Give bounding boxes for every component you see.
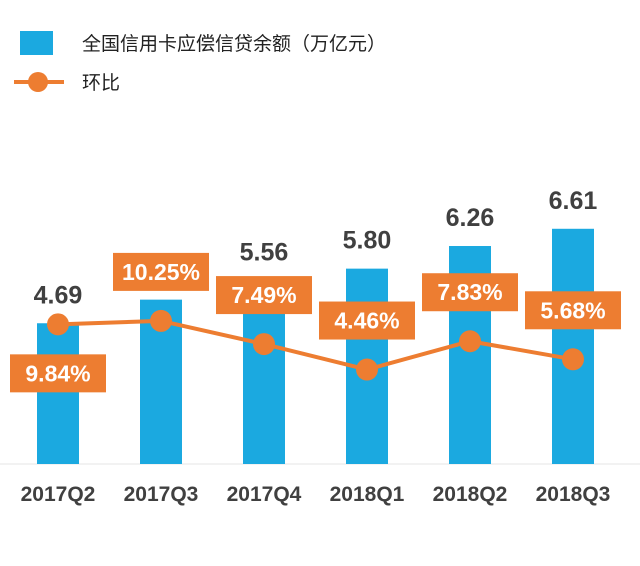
bar-value-label: 5.56 xyxy=(240,238,289,266)
line-series xyxy=(47,309,584,381)
bar xyxy=(37,323,79,464)
labels: 4.692017Q25.172017Q35.562017Q45.802018Q1… xyxy=(10,187,621,506)
legend-line-marker xyxy=(28,72,48,92)
legend-line-label: 环比 xyxy=(82,72,120,94)
x-tick-label: 2017Q3 xyxy=(124,483,199,506)
line-value-label: 7.49% xyxy=(231,282,296,308)
line-point xyxy=(356,358,378,381)
line-point xyxy=(562,348,584,371)
watermark-text: 悟空问答 xyxy=(532,539,584,555)
bar-value-label: 6.61 xyxy=(549,187,598,215)
line-point xyxy=(47,313,69,336)
line-value-box xyxy=(525,291,621,330)
watermark-icon xyxy=(511,538,527,554)
line-value-label: 5.68% xyxy=(540,297,605,323)
x-tick-label: 2017Q2 xyxy=(21,483,96,506)
legend: 全国信用卡应偿信贷余额（万亿元） 环比 xyxy=(14,31,386,94)
bar-value-label: 4.69 xyxy=(34,281,83,309)
x-tick-label: 2018Q2 xyxy=(433,483,508,506)
line-value-box xyxy=(216,276,312,315)
line-point xyxy=(253,333,275,356)
x-tick-label: 2017Q4 xyxy=(227,483,302,506)
x-tick-label: 2018Q1 xyxy=(330,483,405,506)
legend-bar-label: 全国信用卡应偿信贷余额（万亿元） xyxy=(82,33,386,55)
line-value-box xyxy=(113,252,209,291)
line-point xyxy=(150,309,172,332)
bar xyxy=(552,228,594,464)
bar-value-label: 6.26 xyxy=(446,204,495,232)
line-value-label: 10.25% xyxy=(122,259,200,285)
watermark: 悟空问答 xyxy=(511,538,584,555)
line-value-label: 9.84% xyxy=(25,360,90,386)
legend-bar-swatch xyxy=(20,31,53,55)
line-value-box xyxy=(319,301,415,340)
line-path xyxy=(57,318,574,372)
line-value-box xyxy=(422,273,518,312)
line-value-label: 4.46% xyxy=(334,308,399,334)
x-tick-label: 2018Q3 xyxy=(536,483,611,506)
line-value-label: 7.83% xyxy=(437,279,502,305)
bar-value-label: 5.80 xyxy=(343,227,392,255)
line-point xyxy=(459,330,481,353)
line-value-box xyxy=(10,354,106,393)
